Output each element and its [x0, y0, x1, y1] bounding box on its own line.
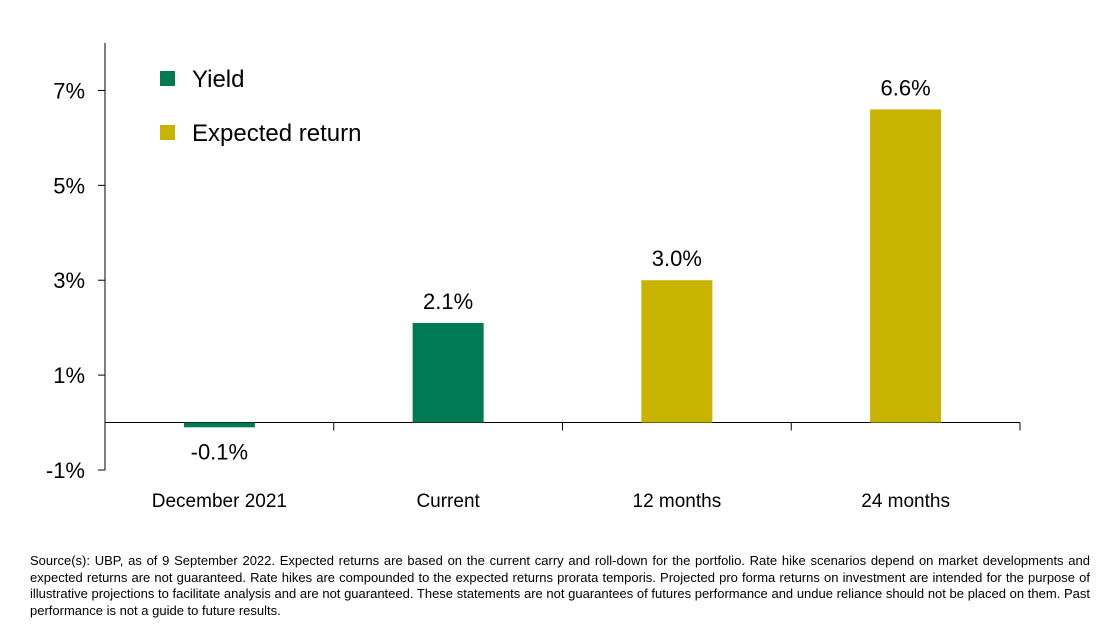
y-tick-label: 5% [53, 173, 85, 198]
x-axis: December 2021 Current 12 months 24 months [105, 422, 1021, 512]
data-label: 6.6% [881, 75, 931, 100]
legend-label-yield: Yield [192, 66, 244, 93]
data-label: -0.1% [191, 440, 248, 465]
data-label: 2.1% [423, 289, 473, 314]
source-footnote: Source(s): UBP, as of 9 September 2022. … [30, 553, 1090, 618]
bar [412, 322, 484, 423]
y-tick-label: 7% [53, 78, 85, 103]
legend-swatch-expected-return [160, 125, 175, 140]
data-labels: -0.1% 2.1% 3.0% 6.6% [191, 75, 931, 464]
legend: Yield Expected return [160, 66, 361, 147]
x-tick-label: Current [416, 491, 480, 512]
bars [183, 109, 942, 428]
x-tick-label: December 2021 [152, 491, 287, 512]
y-tick-label: 1% [53, 363, 85, 388]
x-tick-label: 12 months [633, 491, 722, 512]
bar-chart: Yield Expected return -1% 1% 3% 5% 7% Decemb… [46, 43, 1021, 512]
bar [641, 280, 713, 423]
y-axis: -1% 1% 3% 5% 7% [46, 43, 106, 483]
legend-swatch-yield [160, 71, 175, 86]
y-tick-label: -1% [46, 458, 85, 483]
bar [183, 422, 255, 428]
x-tick-label: 24 months [861, 491, 950, 512]
legend-label-expected-return: Expected return [192, 120, 361, 147]
data-label: 3.0% [652, 246, 702, 271]
bar [870, 109, 942, 423]
y-tick-label: 3% [53, 268, 85, 293]
